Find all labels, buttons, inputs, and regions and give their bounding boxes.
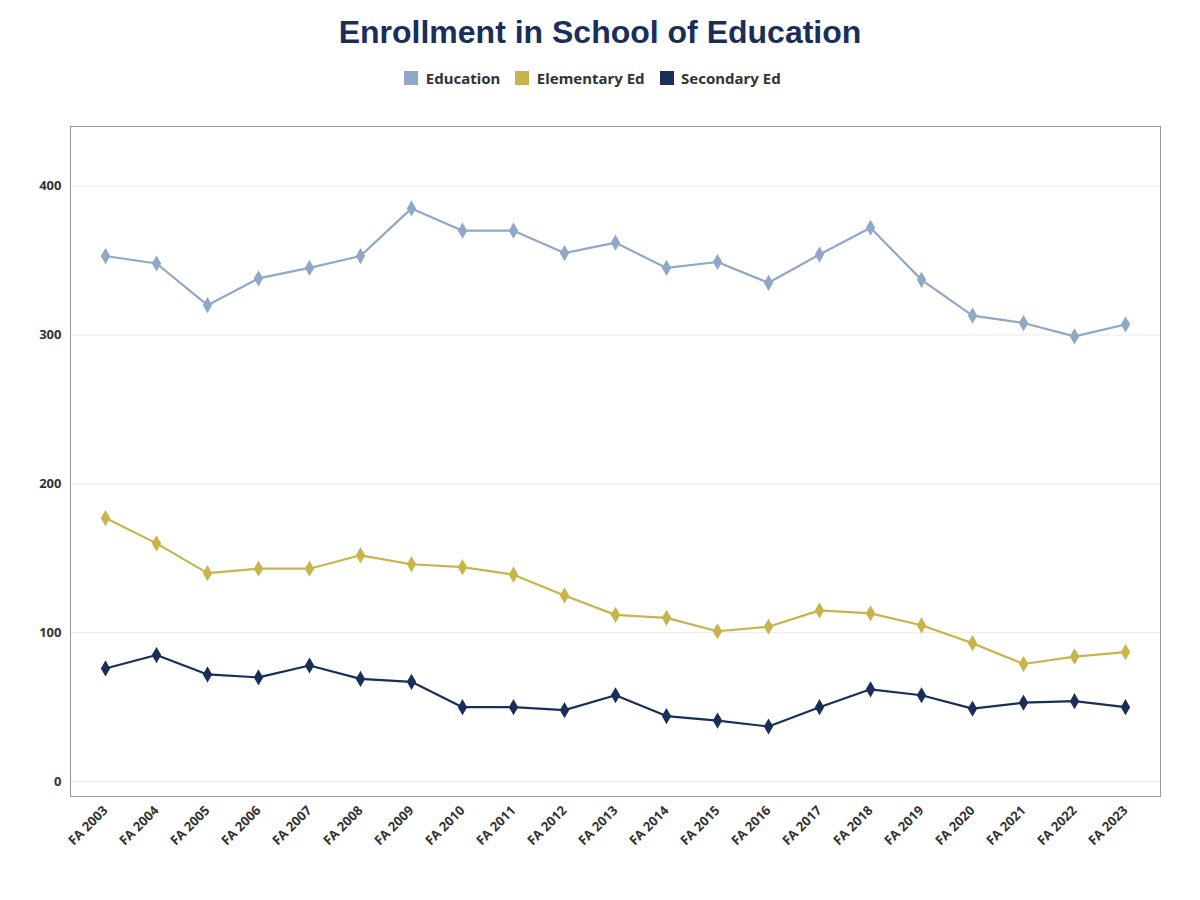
svg-text:400: 400	[39, 176, 61, 194]
svg-text:FA 2011: FA 2011	[472, 801, 519, 848]
svg-text:300: 300	[39, 325, 61, 343]
svg-text:FA 2005: FA 2005	[166, 801, 213, 848]
svg-text:FA 2019: FA 2019	[880, 801, 927, 848]
svg-text:FA 2009: FA 2009	[370, 801, 417, 848]
svg-text:200: 200	[39, 473, 61, 491]
svg-text:FA 2003: FA 2003	[64, 801, 111, 848]
html-text:Secondary Ed: Secondary Ed	[681, 67, 781, 88]
svg-text:FA 2015: FA 2015	[676, 801, 723, 848]
svg-text:FA 2020: FA 2020	[931, 801, 978, 848]
svg-text:FA 2004: FA 2004	[115, 800, 163, 848]
svg-text:FA 2010: FA 2010	[421, 801, 468, 848]
svg-text:FA 2014: FA 2014	[625, 800, 673, 848]
svg-text:FA 2016: FA 2016	[727, 801, 774, 848]
html-text:Education: Education	[425, 67, 501, 88]
svg-text:FA 2013: FA 2013	[574, 801, 621, 848]
html-text:Enrollment in School of Educat: Enrollment in School of Education	[338, 14, 862, 50]
svg-text:FA 2022: FA 2022	[1033, 801, 1080, 848]
html-text:Elementary Ed: Elementary Ed	[536, 67, 645, 88]
svg-text:FA 2008: FA 2008	[319, 801, 366, 848]
svg-text:0: 0	[54, 771, 61, 789]
svg-text:FA 2012: FA 2012	[523, 801, 570, 848]
svg-text:100: 100	[39, 622, 61, 640]
svg-text:FA 2021: FA 2021	[982, 801, 1029, 848]
svg-text:FA 2023: FA 2023	[1084, 801, 1131, 848]
svg-text:FA 2006: FA 2006	[217, 801, 264, 848]
svg-text:FA 2018: FA 2018	[829, 801, 876, 848]
svg-text:FA 2007: FA 2007	[268, 801, 315, 848]
svg-text:FA 2017: FA 2017	[778, 801, 825, 848]
